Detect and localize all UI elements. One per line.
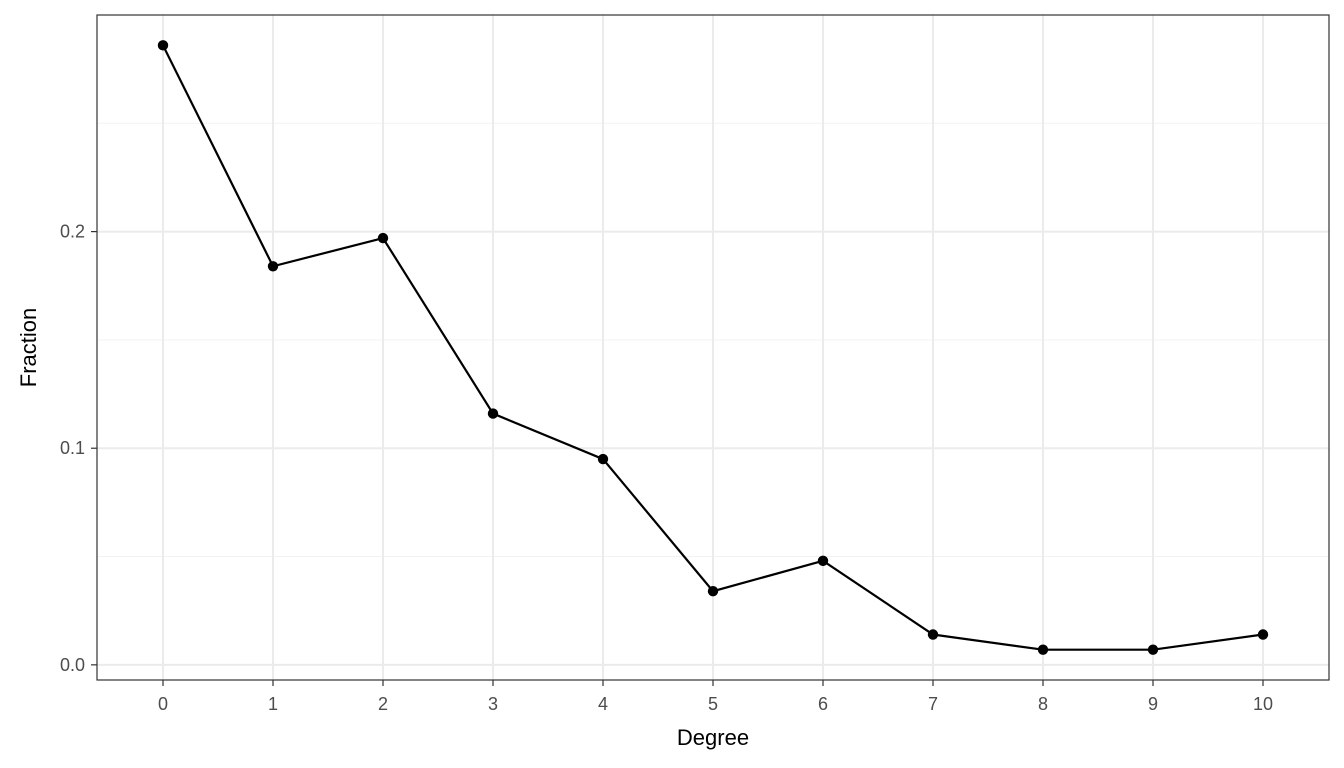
x-tick-label: 0	[158, 694, 168, 714]
grid-lines	[97, 15, 1329, 680]
x-tick-label: 2	[378, 694, 388, 714]
y-tick-label: 0.0	[60, 655, 85, 675]
y-axis-title: Fraction	[16, 308, 41, 387]
data-point	[597, 453, 609, 465]
y-tick-label: 0.2	[60, 222, 85, 242]
x-tick-label: 1	[268, 694, 278, 714]
x-tick-label: 4	[598, 694, 608, 714]
data-point	[487, 408, 499, 419]
x-tick-label: 3	[488, 694, 498, 714]
data-point	[927, 629, 939, 640]
y-tick-label: 0.1	[60, 438, 85, 458]
data-point	[1257, 629, 1269, 640]
x-tick-label: 7	[928, 694, 938, 714]
data-point	[1147, 644, 1159, 655]
data-point	[1037, 644, 1049, 655]
x-tick-label: 9	[1148, 694, 1158, 714]
data-point	[267, 261, 279, 272]
x-tick-label: 5	[708, 694, 718, 714]
data-point	[817, 555, 829, 567]
series-layer	[157, 40, 1269, 655]
x-tick-label: 6	[818, 694, 828, 714]
axis-ticks: 0 1 2 3 4 5 6 7 8 9 10 0.0 0.1 0.2	[60, 222, 1273, 714]
data-point	[157, 40, 169, 51]
x-tick-label: 8	[1038, 694, 1048, 714]
x-axis-title: Degree	[677, 725, 749, 750]
data-point	[707, 585, 719, 597]
x-tick-label: 10	[1253, 694, 1273, 714]
data-point	[377, 232, 389, 244]
